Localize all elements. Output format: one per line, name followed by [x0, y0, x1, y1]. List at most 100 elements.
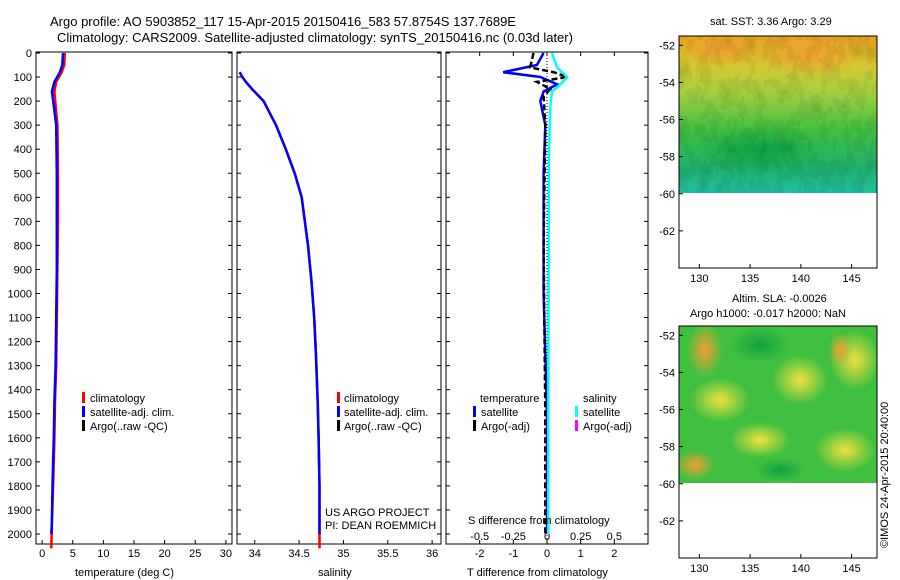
- lat-tick-label: -62: [659, 226, 675, 238]
- lat-tick-label: -54: [659, 367, 675, 379]
- series-line-satellite-adj-clim-: [238, 71, 321, 534]
- difference-series: [502, 52, 569, 534]
- x-tick-label: -1: [508, 548, 518, 560]
- legend-swatch-satellite-adj: [82, 406, 85, 417]
- lon-tick-label: 140: [792, 563, 810, 575]
- legend-swatch-sal-satellite: [575, 406, 578, 417]
- lon-tick-label: 135: [741, 273, 759, 285]
- s-difference-tick-label: 0.25: [570, 531, 591, 543]
- depth-tick-label: 300: [14, 120, 32, 132]
- salinity-axes: 34 34.5 35 35.5 36: [237, 52, 441, 560]
- x-tick-label: 34.5: [288, 548, 309, 560]
- lat-tick-label: -56: [659, 405, 675, 417]
- legend-label-temp-satellite: satellite: [481, 407, 518, 419]
- x-tick-label: 0: [544, 548, 550, 560]
- lat-tick-label: -62: [659, 516, 675, 528]
- depth-tick-label: 1600: [8, 433, 32, 445]
- temperature-panel-frame: [35, 51, 233, 545]
- depth-tick-label: 1000: [8, 289, 32, 301]
- temperature-legend: climatology satellite-adj. clim. Argo(..…: [82, 392, 174, 433]
- title-line-1: Argo profile: AO 5903852_117 15-Apr-2015…: [50, 14, 516, 29]
- sla-map-title-1: Altim. SLA: -0.0026: [732, 293, 827, 305]
- legend-swatch-argo: [82, 420, 85, 431]
- depth-tick-label: 200: [14, 96, 32, 108]
- x-tick-label: 30: [220, 548, 232, 560]
- sla-map-title-2: Argo h1000: -0.017 h2000: NaN: [690, 308, 846, 320]
- s-difference-tick-label: 0.5: [607, 531, 622, 543]
- lon-tick-label: 135: [741, 563, 759, 575]
- series-line-climatology: [238, 71, 321, 549]
- legend-label-satellite-adj: satellite-adj. clim.: [344, 407, 428, 419]
- legend-label-sal-argo: Argo(-adj): [583, 421, 632, 433]
- legend-label-sal-satellite: satellite: [583, 407, 620, 419]
- difference-axes: -2 -1 0 1 2 -0.5 -0.25 0 0.25 0.5: [446, 52, 648, 560]
- lon-tick-label: 145: [842, 563, 860, 575]
- series-line-temperature-argo-adj-: [528, 52, 568, 534]
- depth-tick-label: 100: [14, 72, 32, 84]
- s-difference-tick-label: -0.25: [501, 531, 526, 543]
- lon-tick-label: 145: [842, 273, 860, 285]
- sst-map-title: sat. SST: 3.36 Argo: 3.29: [710, 16, 832, 28]
- sla-high-patch: [730, 422, 790, 458]
- depth-tick-label: 1300: [8, 361, 32, 373]
- sla-high-patch: [690, 378, 750, 422]
- depth-tick-label: 2000: [8, 529, 32, 541]
- salinity-axis-label: salinity: [318, 567, 352, 579]
- legend-swatch-climatology: [82, 392, 85, 403]
- lat-tick-label: -56: [659, 115, 675, 127]
- legend-swatch-sal-argo: [575, 420, 578, 431]
- x-tick-label: 10: [97, 548, 109, 560]
- x-tick-label: 35.5: [377, 548, 398, 560]
- legend-label-temp-argo: Argo(-adj): [481, 421, 530, 433]
- watermark: ©IMOS 24-Apr-2015 20:40:00: [879, 402, 891, 548]
- legend-swatch-satellite-adj: [337, 406, 340, 417]
- title-line-2: Climatology: CARS2009. Satellite-adjuste…: [57, 30, 573, 45]
- x-tick-label: 0: [39, 548, 45, 560]
- depth-tick-label: 1500: [8, 409, 32, 421]
- legend-swatch-temp-satellite: [473, 406, 476, 417]
- depth-tick-label: 700: [14, 216, 32, 228]
- lat-tick-label: -52: [659, 40, 675, 52]
- lat-tick-label: -60: [659, 189, 675, 201]
- salinity-panel-frame: [236, 51, 442, 545]
- x-tick-label: 34: [249, 548, 261, 560]
- s-difference-tick-label: 0: [544, 531, 550, 543]
- temperature-axes: 0 5 10 15 20 25 300100200300400500600700800900…: [8, 48, 232, 560]
- sla-high-patch: [687, 322, 723, 378]
- depth-tick-label: 400: [14, 144, 32, 156]
- sst-map-axes: 130 135 140 145 -52 -54 -56 -58 -60 -62: [659, 40, 861, 285]
- x-tick-label: 2: [611, 548, 617, 560]
- sla-low-patch: [755, 458, 805, 482]
- legend-header-salinity: salinity: [583, 393, 617, 405]
- x-tick-label: 1: [578, 548, 584, 560]
- sst-map-frame: [678, 35, 878, 269]
- lon-tick-label: 140: [792, 273, 810, 285]
- lat-tick-label: -58: [659, 152, 675, 164]
- depth-tick-label: 600: [14, 192, 32, 204]
- depth-tick-label: 1800: [8, 481, 32, 493]
- sla-high-patch: [815, 428, 875, 472]
- legend-swatch-argo: [337, 420, 340, 431]
- project-name: US ARGO PROJECT: [325, 507, 430, 519]
- x-tick-label: 15: [128, 548, 140, 560]
- lon-tick-label: 130: [690, 563, 708, 575]
- series-line-satellite-adj-clim-: [50, 52, 65, 535]
- sla-high-patch: [772, 355, 828, 405]
- s-difference-axis-label: S difference from climatology: [468, 515, 610, 527]
- project-pi: PI: DEAN ROEMMICH: [325, 520, 436, 532]
- legend-label-climatology: climatology: [344, 393, 400, 405]
- salinity-series: [238, 71, 321, 549]
- lon-tick-label: 130: [690, 273, 708, 285]
- depth-tick-label: 1200: [8, 337, 32, 349]
- lat-tick-label: -58: [659, 442, 675, 454]
- lat-tick-label: -54: [659, 77, 675, 89]
- x-tick-label: 5: [70, 548, 76, 560]
- temperature-axis-label: temperature (deg C): [75, 567, 174, 579]
- lat-tick-label: -52: [659, 330, 675, 342]
- legend-swatch-temp-argo: [473, 420, 476, 431]
- legend-label-climatology: climatology: [90, 393, 146, 405]
- legend-swatch-climatology: [337, 392, 340, 403]
- sst-texture: [679, 36, 877, 193]
- sla-map-frame: [678, 325, 878, 559]
